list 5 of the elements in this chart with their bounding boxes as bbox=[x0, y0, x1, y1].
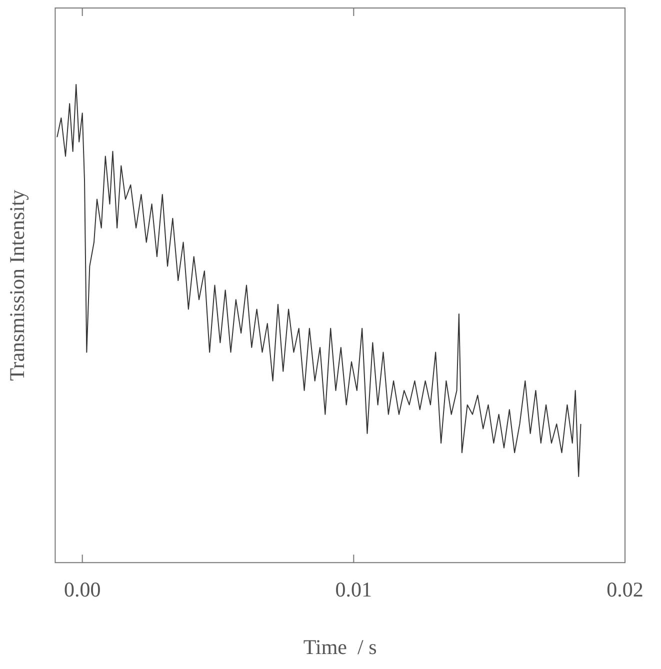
y-axis-title: Transmission Intensity bbox=[5, 189, 30, 381]
x-tick-label: 0.02 bbox=[606, 578, 644, 602]
x-tick-label: 0.00 bbox=[64, 578, 101, 602]
x-axis-title: Time / s bbox=[303, 634, 377, 659]
x-tick-label: 0.01 bbox=[335, 578, 372, 602]
